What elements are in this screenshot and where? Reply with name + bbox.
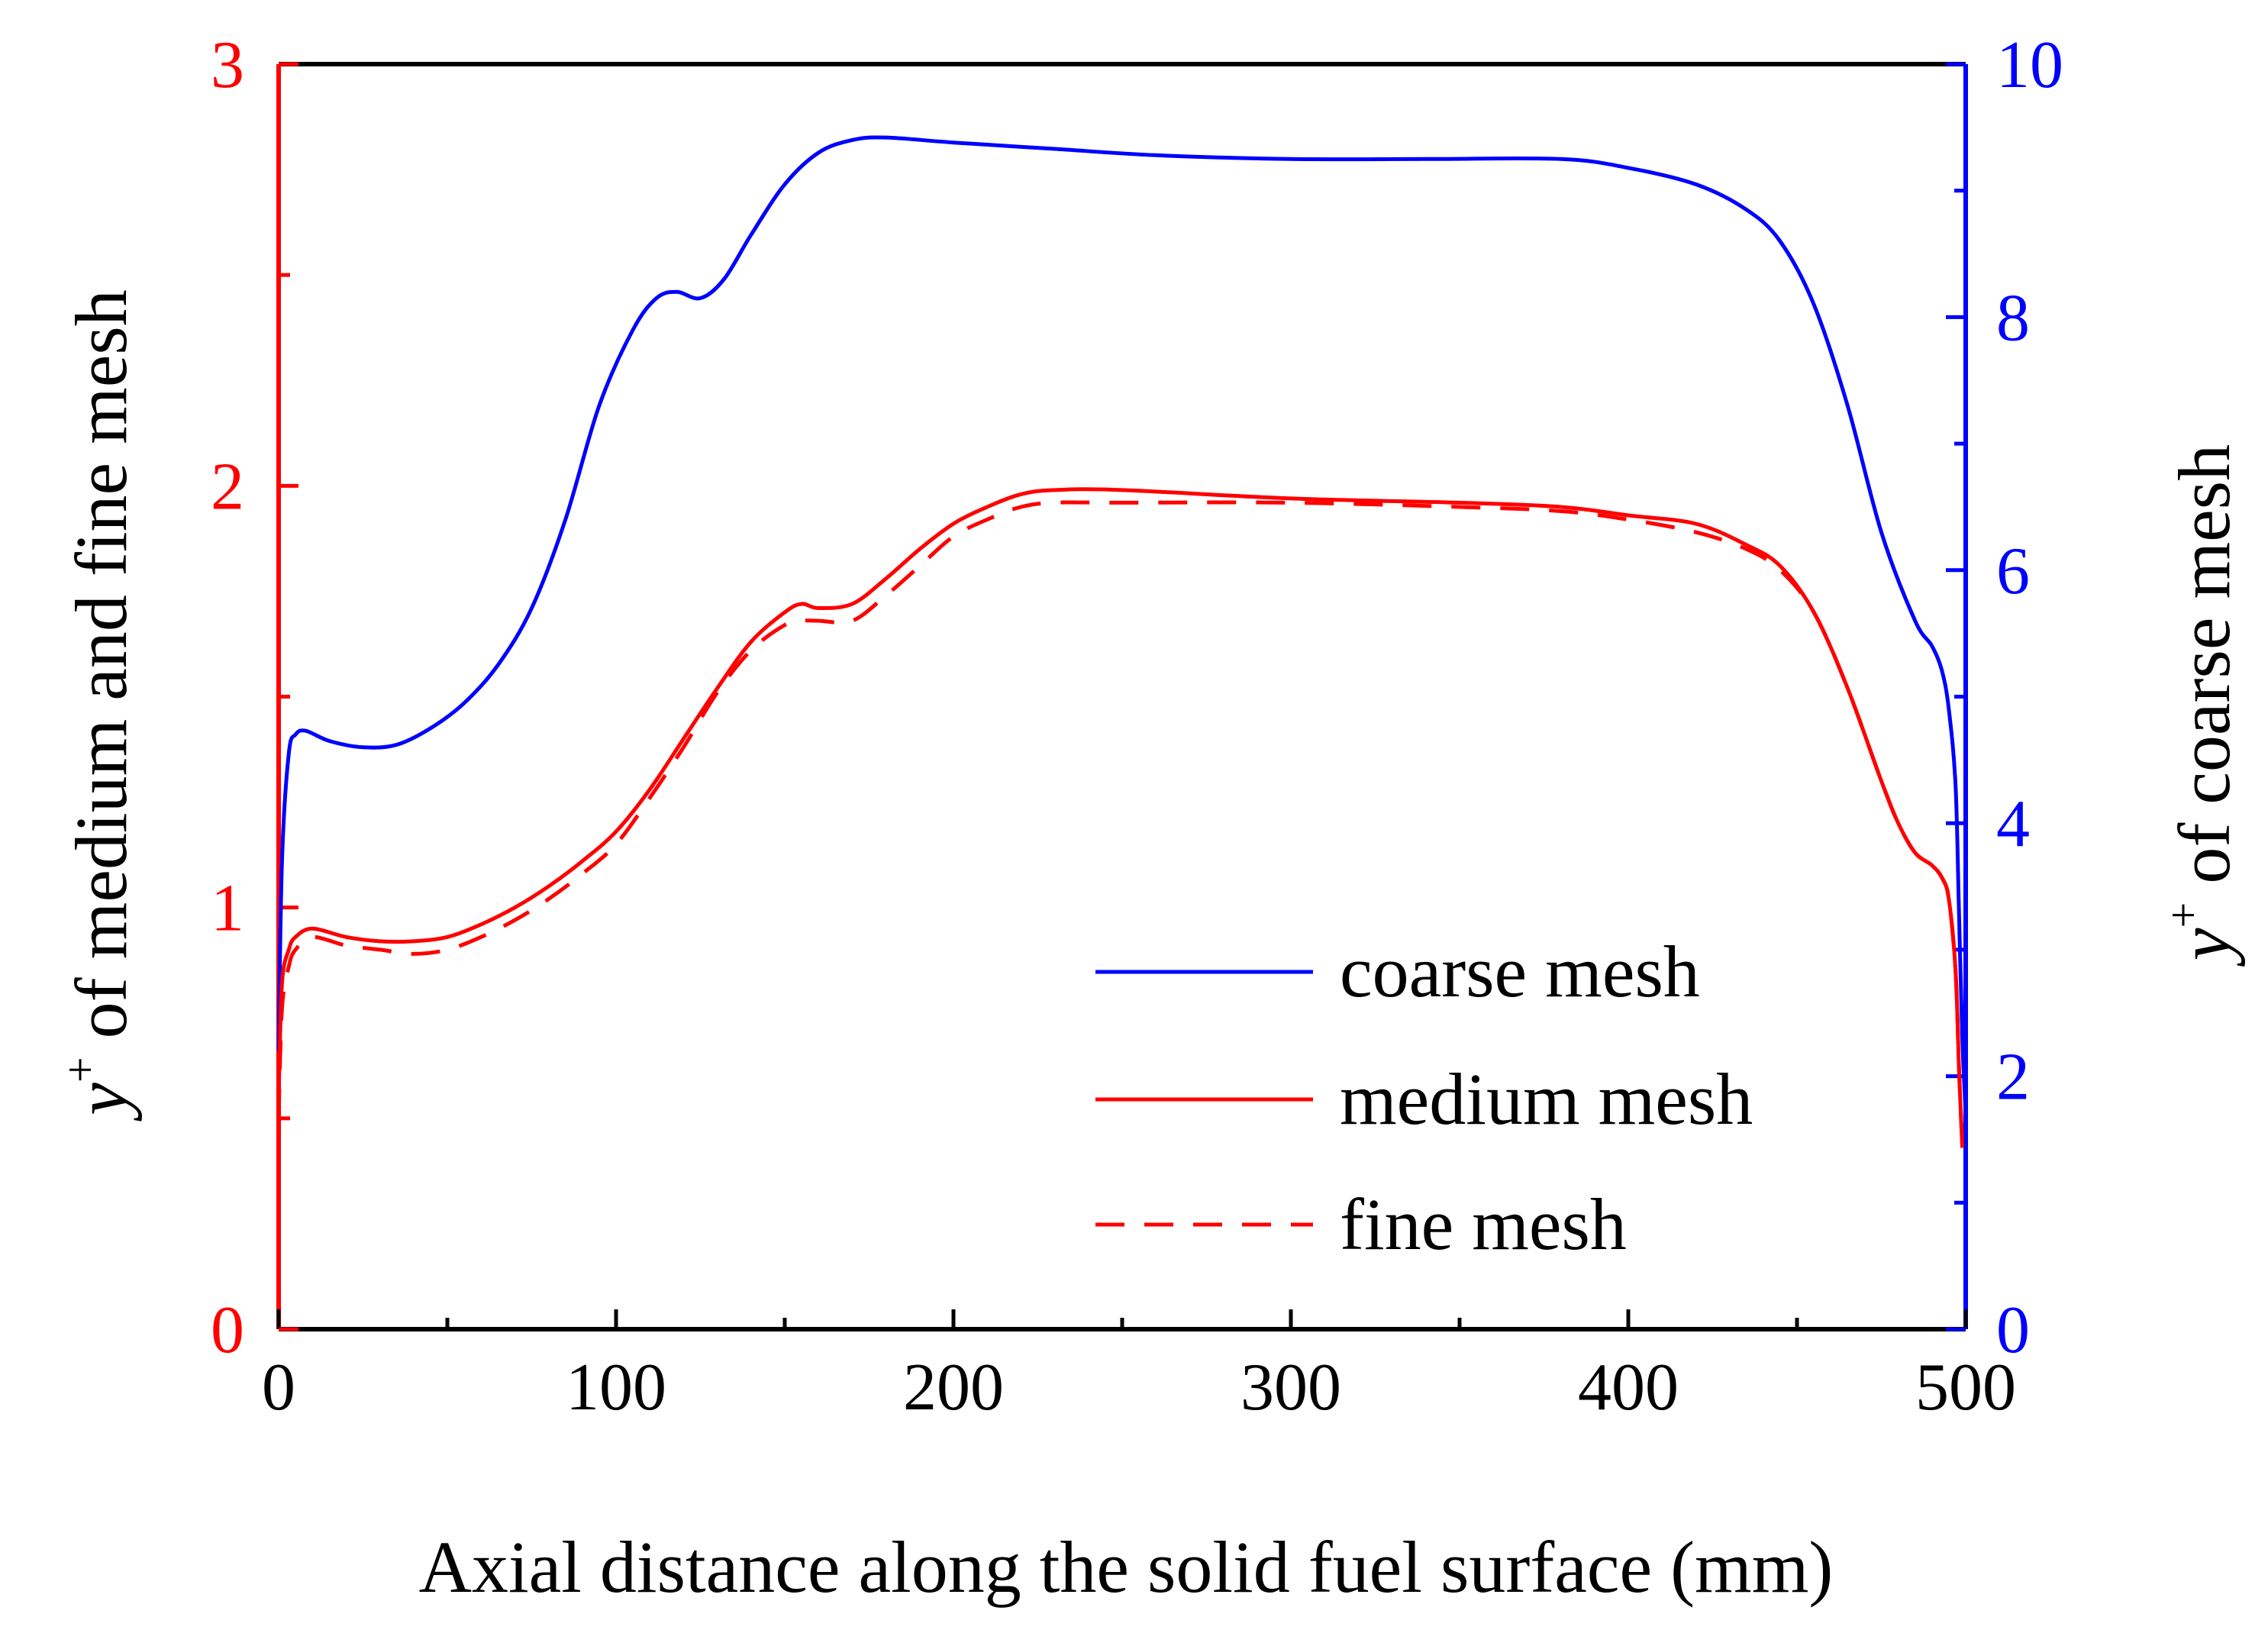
y-right-tick-label: 10 <box>1996 28 2063 102</box>
series-line-medium-mesh <box>276 487 1965 1148</box>
y-left-tick-label: 1 <box>211 872 244 946</box>
legend-label-fine-mesh: fine mesh <box>1340 1183 1627 1265</box>
x-tick-label: 500 <box>1915 1351 2016 1425</box>
y-right-tick-label: 4 <box>1996 787 2030 861</box>
x-tick-label: 400 <box>1578 1351 1679 1425</box>
legend: coarse mesh medium mesh fine mesh <box>1095 931 1753 1265</box>
series-line-coarse-mesh <box>276 135 1968 1115</box>
left-axis-title-y: y <box>60 1083 142 1122</box>
right-axis-title-sup: + <box>2158 902 2208 928</box>
y-left-tick-label: 0 <box>211 1293 244 1367</box>
x-axis-title: Axial distance along the solid fuel surf… <box>419 1526 1834 1608</box>
right-axis-title: y+ of coarse mesh <box>2158 444 2245 967</box>
x-tick-label: 100 <box>566 1351 666 1425</box>
series-line-fine-mesh <box>276 500 1965 1148</box>
left-axis-title-rest: of medium and fine mesh <box>60 289 142 1057</box>
left-axis-title: y+ of medium and fine mesh <box>55 289 142 1122</box>
series-layer <box>276 135 1968 1148</box>
right-axis-title-y: y <box>2163 928 2245 967</box>
y-right-tick-label: 0 <box>1996 1293 2030 1367</box>
legend-label-medium-mesh: medium mesh <box>1340 1058 1753 1140</box>
y-right-tick-label: 2 <box>1996 1041 2030 1115</box>
x-tick-label: 300 <box>1240 1351 1341 1425</box>
x-tick-label: 200 <box>903 1351 1004 1425</box>
ticks <box>276 62 1968 1331</box>
y-left-tick-label: 3 <box>211 28 244 102</box>
y-right-tick-label: 8 <box>1996 281 2030 355</box>
right-axis-title-rest: of coarse mesh <box>2163 444 2245 902</box>
x-tick-label: 0 <box>262 1351 295 1425</box>
y-left-tick-label: 2 <box>211 450 244 524</box>
y-right-tick-label: 6 <box>1996 534 2030 608</box>
left-axis-title-sup: + <box>55 1057 105 1083</box>
legend-label-coarse-mesh: coarse mesh <box>1340 931 1700 1012</box>
